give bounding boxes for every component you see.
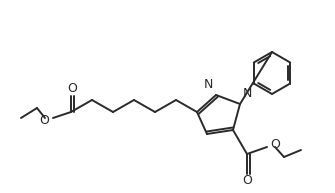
Text: O: O [242,174,252,188]
Text: N: N [204,78,213,91]
Text: O: O [39,113,49,126]
Text: N: N [243,87,252,100]
Text: O: O [270,139,280,152]
Text: O: O [67,82,77,96]
